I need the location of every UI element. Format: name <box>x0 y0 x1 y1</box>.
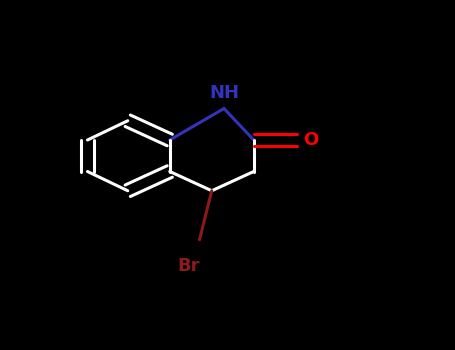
Text: NH: NH <box>209 84 239 101</box>
Text: Br: Br <box>178 257 200 275</box>
Text: O: O <box>303 131 318 149</box>
